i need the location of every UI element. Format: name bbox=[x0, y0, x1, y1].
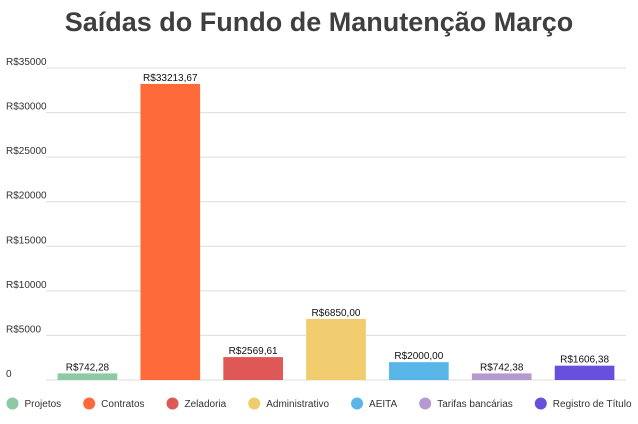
legend-label: Registro de Título bbox=[553, 399, 632, 410]
bar-1 bbox=[57, 373, 118, 380]
legend-item: Administrativo bbox=[248, 397, 329, 410]
data-label: R$1606,38 bbox=[560, 355, 609, 366]
data-label: R$742,38 bbox=[480, 362, 524, 373]
legend-label: Administrativo bbox=[266, 399, 329, 410]
legend-swatch bbox=[534, 397, 547, 410]
y-tick-label: R$5000 bbox=[6, 324, 41, 335]
bars bbox=[57, 83, 615, 380]
legend-label: Zeladoria bbox=[185, 399, 227, 410]
legend-label: Projetos bbox=[24, 399, 61, 410]
legend-label: Tarifas bancárias bbox=[437, 399, 513, 410]
legend-swatch bbox=[248, 397, 261, 410]
bar-6 bbox=[471, 373, 532, 380]
bar-5 bbox=[389, 362, 449, 380]
legend-item: Projetos bbox=[6, 397, 61, 410]
data-label: R$2000,00 bbox=[394, 351, 443, 362]
legend-item: Zeladoria bbox=[166, 397, 227, 410]
legend-swatch bbox=[351, 397, 364, 410]
legend-item: Tarifas bancárias bbox=[419, 397, 513, 410]
legend-swatch bbox=[6, 397, 19, 410]
chart-title: Saídas do Fundo de Manutenção Março bbox=[65, 7, 574, 37]
y-tick-label: R$15000 bbox=[6, 235, 47, 246]
y-tick-label: R$25000 bbox=[6, 146, 47, 157]
data-label: R$6850,00 bbox=[312, 308, 361, 319]
y-tick-label: R$20000 bbox=[6, 191, 47, 202]
bar-4 bbox=[306, 318, 366, 380]
data-label: R$742,28 bbox=[66, 362, 110, 373]
legend-label: Contratos bbox=[101, 399, 144, 410]
legend-label: AEITA bbox=[369, 399, 397, 410]
legend-item: Registro de Título bbox=[534, 397, 632, 410]
y-tick-label: R$10000 bbox=[6, 280, 47, 291]
legend-swatch bbox=[83, 397, 96, 410]
legend: Projetos Contratos Zeladoria Administrativo… bbox=[6, 397, 632, 410]
bar-3 bbox=[223, 357, 283, 380]
bar-2 bbox=[140, 83, 201, 380]
legend-swatch bbox=[166, 397, 179, 410]
y-tick-label: R$35000 bbox=[6, 57, 47, 68]
legend-item: Contratos bbox=[83, 397, 145, 410]
bar-7 bbox=[554, 365, 615, 380]
y-tick-label: R$30000 bbox=[6, 102, 47, 113]
data-label: R$33213,67 bbox=[143, 73, 198, 84]
data-label: R$2569,61 bbox=[229, 346, 278, 357]
legend-swatch bbox=[419, 397, 432, 410]
legend-item: AEITA bbox=[351, 397, 398, 410]
y-axis: 0 R$5000 R$10000 R$15000 R$20000 R$25000 R$300… bbox=[6, 57, 47, 380]
y-tick-label: 0 bbox=[6, 369, 12, 380]
data-labels: R$742,28 R$33213,67 R$2569,61 R$6850,00 R$20… bbox=[66, 73, 610, 373]
